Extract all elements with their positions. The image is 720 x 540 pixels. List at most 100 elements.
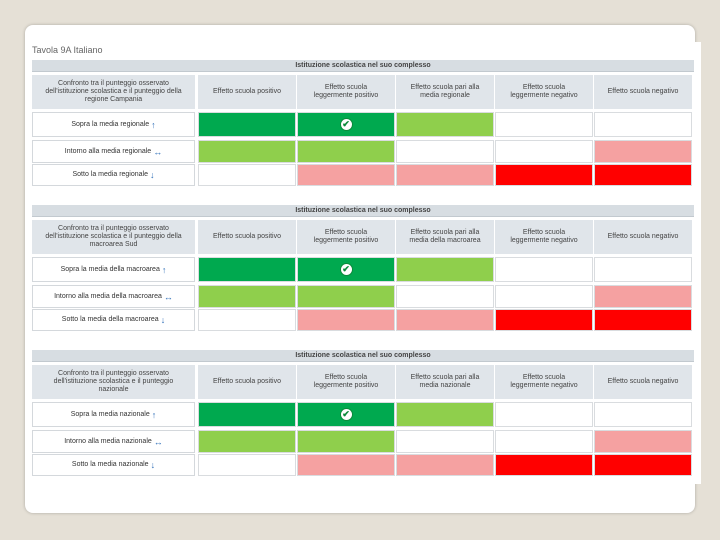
result-cell	[297, 285, 395, 308]
row-label: Sopra la media regionale ↑	[32, 112, 195, 137]
table-row: Sotto la media nazionale ↓	[32, 454, 694, 476]
row-label: Intorno alla media regionale ↔	[32, 140, 195, 163]
result-cell	[198, 140, 296, 163]
row-label: Sotto la media nazionale ↓	[32, 454, 195, 476]
column-header-row: Confronto tra il punteggio osservato del…	[32, 365, 694, 399]
result-cell	[594, 285, 692, 308]
result-cell	[396, 257, 494, 282]
result-cell	[396, 112, 494, 137]
table-row: Intorno alla media nazionale ↔	[32, 430, 694, 453]
column-header: Effetto scuola negativo	[594, 220, 692, 254]
column-header: Effetto scuola leggermente positivo	[297, 220, 395, 254]
row-label-text: Sopra la media regionale	[71, 120, 150, 128]
result-table-2: Istituzione scolastica nel suo complesso…	[32, 205, 694, 335]
arrow-left-right-icon: ↔	[163, 291, 173, 302]
result-cell	[495, 402, 593, 427]
arrow-down-icon: ↓	[150, 170, 155, 180]
result-cell	[396, 140, 494, 163]
result-cell	[594, 309, 692, 331]
table-row: Sopra la media della macroarea ↑ ✔	[32, 257, 694, 282]
arrow-down-icon: ↓	[160, 315, 166, 325]
table-row: Intorno alla media della macroarea ↔	[32, 285, 694, 308]
result-cell	[495, 285, 593, 308]
column-header: Effetto scuola leggermente positivo	[297, 365, 395, 399]
check-icon: ✔	[340, 409, 352, 420]
table-row: Sotto la media regionale ↓	[32, 164, 694, 186]
result-cell	[198, 164, 296, 186]
result-cell	[396, 402, 494, 427]
column-header: Effetto scuola positivo	[198, 220, 296, 254]
row-label-text: Sopra la media nazionale	[70, 410, 150, 418]
row-label-text: Sotto la media regionale	[72, 171, 149, 178]
section-header: Istituzione scolastica nel suo complesso	[32, 350, 694, 362]
result-cell: ✔	[297, 112, 395, 137]
column-header: Effetto scuola positivo	[198, 75, 296, 109]
column-header: Effetto scuola pari alla media nazionale	[396, 365, 494, 399]
column-header: Effetto scuola pari alla media della mac…	[396, 220, 494, 254]
result-cell	[396, 285, 494, 308]
result-cell	[297, 140, 395, 163]
section-header: Istituzione scolastica nel suo complesso	[32, 205, 694, 217]
column-header: Effetto scuola leggermente positivo	[297, 75, 395, 109]
column-header-row: Confronto tra il punteggio osservato del…	[32, 75, 694, 109]
result-cell	[495, 454, 593, 476]
table-row: Sopra la media nazionale ↑ ✔	[32, 402, 694, 427]
result-cell	[297, 164, 395, 186]
result-cell	[594, 454, 692, 476]
result-cell	[198, 402, 296, 427]
result-cell	[198, 309, 296, 331]
arrow-up-icon: ↑	[151, 409, 157, 420]
result-cell	[594, 430, 692, 453]
result-cell	[198, 257, 296, 282]
result-cell	[297, 454, 395, 476]
arrow-left-right-icon: ↔	[153, 436, 163, 447]
result-cell	[495, 309, 593, 331]
arrow-left-right-icon: ↔	[153, 146, 163, 157]
arrow-up-icon: ↑	[151, 119, 156, 130]
row-label: Sotto la media regionale ↓	[32, 164, 195, 186]
row-label: Sopra la media nazionale ↑	[32, 402, 195, 427]
result-cell	[198, 430, 296, 453]
column-header: Effetto scuola leggermente negativo	[495, 365, 593, 399]
result-cell	[594, 164, 692, 186]
column-header: Effetto scuola negativo	[594, 365, 692, 399]
result-cell	[495, 430, 593, 453]
result-cell	[495, 140, 593, 163]
result-cell	[396, 309, 494, 331]
result-cell	[495, 112, 593, 137]
arrow-down-icon: ↓	[150, 460, 156, 470]
result-cell	[396, 430, 494, 453]
slide-edge	[695, 42, 701, 484]
column-header: Effetto scuola negativo	[594, 75, 692, 109]
arrow-up-icon: ↑	[161, 264, 167, 275]
row-label: Sotto la media della macroarea ↓	[32, 309, 195, 331]
result-cell	[198, 454, 296, 476]
row-label-text: Sotto la media della macroarea	[61, 316, 159, 323]
result-cell	[594, 402, 692, 427]
check-icon: ✔	[340, 264, 352, 275]
row-label: Sopra la media della macroarea ↑	[32, 257, 195, 282]
result-cell	[396, 454, 494, 476]
row-label-text: Intorno alla media regionale	[64, 147, 152, 155]
result-cell	[396, 164, 494, 186]
result-cell	[495, 257, 593, 282]
result-cell	[297, 309, 395, 331]
result-table-1: Istituzione scolastica nel suo complesso…	[32, 60, 694, 190]
column-header: Effetto scuola positivo	[198, 365, 296, 399]
result-cell	[297, 430, 395, 453]
column-header: Effetto scuola leggermente negativo	[495, 75, 593, 109]
row-label: Intorno alla media nazionale ↔	[32, 430, 195, 453]
row-label: Intorno alla media della macroarea ↔	[32, 285, 195, 308]
result-table-3: Istituzione scolastica nel suo complesso…	[32, 350, 694, 480]
result-cell	[594, 140, 692, 163]
column-header: Effetto scuola leggermente negativo	[495, 220, 593, 254]
table-row: Intorno alla media regionale ↔	[32, 140, 694, 163]
comparison-label: Confronto tra il punteggio osservato del…	[32, 75, 195, 109]
row-label-text: Sopra la media della macroarea	[60, 265, 160, 273]
page-title: Tavola 9A Italiano	[32, 45, 103, 55]
result-cell: ✔	[297, 257, 395, 282]
result-cell	[495, 164, 593, 186]
table-row: Sopra la media regionale ↑ ✔	[32, 112, 694, 137]
row-label-text: Intorno alla media della macroarea	[54, 292, 162, 300]
section-header: Istituzione scolastica nel suo complesso	[32, 60, 694, 72]
